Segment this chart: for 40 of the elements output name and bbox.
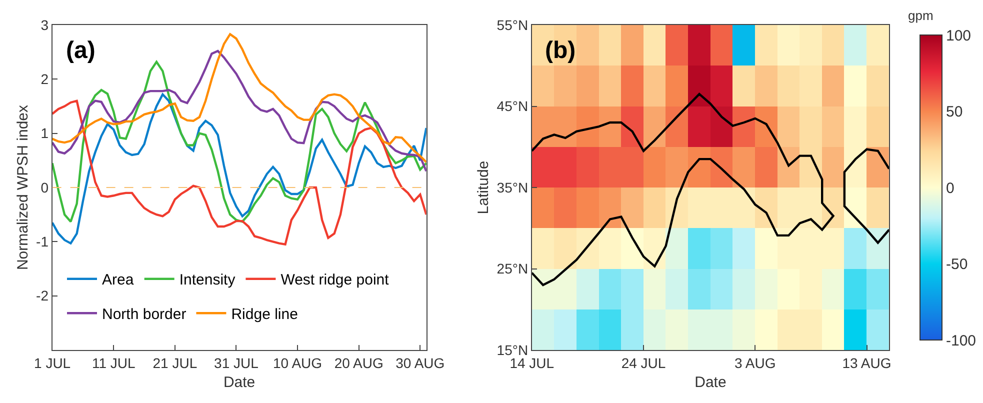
x-tick-label: 20 AUG <box>334 354 384 371</box>
y-axis-title: Normalized WPSH index <box>14 104 32 270</box>
y-tick-label: -1 <box>36 234 49 250</box>
x-axis-title: Date <box>694 374 726 391</box>
y-tick-label: 55°N <box>496 16 528 33</box>
y-tick-label: -2 <box>36 288 49 304</box>
x-axis-title: Date <box>223 374 256 391</box>
y-tick-label: 3 <box>40 16 49 33</box>
color-bar-label: -100 <box>946 332 976 350</box>
y-tick-label: 45°N <box>496 98 528 114</box>
x-tick-label: 11 JUL <box>92 354 136 371</box>
x-tick-label: 13 AUG <box>842 354 892 371</box>
annotation: (a) <box>66 37 96 64</box>
x-tick-label: 21 JUL <box>152 354 198 371</box>
legend-label: Area <box>102 272 134 289</box>
y-tick-label: 25°N <box>496 260 528 277</box>
legend-label: Ridge line <box>231 306 298 323</box>
color-bar-label: 100 <box>946 27 972 44</box>
line-series <box>532 92 834 286</box>
line-series <box>52 33 426 164</box>
color-bar-label: 0 <box>946 180 954 197</box>
y-tick-label: 1 <box>40 125 49 142</box>
annotation: (b) <box>545 37 576 64</box>
color-bar-label: 50 <box>946 104 963 120</box>
x-tick-label: 10 AUG <box>273 354 322 371</box>
x-tick-label: 30 AUG <box>396 354 445 371</box>
y-tick-label: 35°N <box>496 179 528 196</box>
y-axis-title: Latitude <box>475 160 492 214</box>
legend-label: North border <box>102 306 186 323</box>
legend-label: West ridge point <box>280 272 390 289</box>
legend-label: Intensity <box>179 272 236 289</box>
y-tick-label: 2 <box>40 71 49 88</box>
line-series <box>843 148 890 244</box>
x-tick-label: 1 JUL <box>34 354 71 371</box>
x-tick-label: 24 JUL <box>621 354 666 371</box>
x-tick-label: 31 JUL <box>214 354 259 371</box>
x-tick-label: 3 AUG <box>734 354 776 371</box>
color-bar-title: gpm <box>908 8 934 23</box>
color-bar-label: -50 <box>946 256 968 273</box>
y-tick-label: 0 <box>40 179 49 196</box>
